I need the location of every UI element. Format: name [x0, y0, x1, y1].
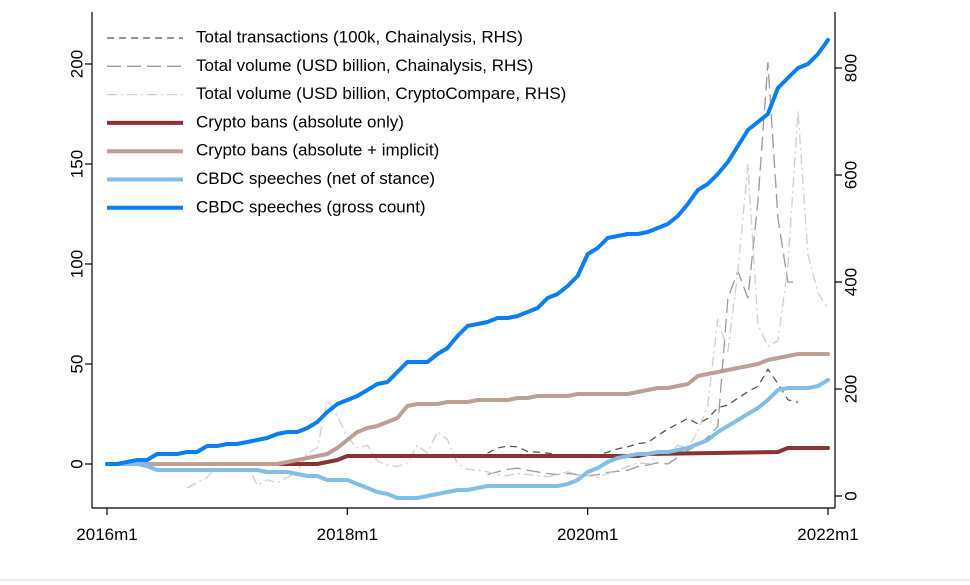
series-line-7 [105, 38, 830, 466]
y-left-tick-label: 100 [67, 250, 86, 278]
series-line-1 [487, 368, 799, 459]
y-right-tick-label: 800 [841, 54, 860, 82]
series-line-2 [487, 61, 798, 477]
y-left-tick-label: 200 [67, 50, 86, 78]
x-tick-label: 2022m1 [797, 525, 858, 544]
x-tick-label: 2016m1 [76, 525, 137, 544]
y-left-tick-label: 150 [67, 150, 86, 178]
axis-ticks: 0 50 100 150 200 0 200 400 600 800 2016m1 2018m1 202… [67, 50, 860, 544]
y-left-tick-label: 50 [67, 355, 86, 374]
series-line-6 [105, 378, 830, 500]
plot-frame [0, 12, 970, 581]
legend-label-4: Crypto bans (absolute only) [196, 112, 404, 131]
x-tick-label: 2020m1 [557, 525, 618, 544]
y-right-tick-label: 0 [841, 491, 860, 500]
legend-label-7: CBDC speeches (gross count) [196, 197, 426, 216]
y-left-tick-label: 0 [67, 459, 86, 468]
legend-label-6: CBDC speeches (net of stance) [196, 169, 435, 188]
y-right-tick-label: 600 [841, 161, 860, 189]
y-right-tick-label: 200 [841, 375, 860, 403]
series-line-3 [186, 110, 829, 489]
y-right-tick-label: 400 [841, 268, 860, 296]
legend: Total transactions (100k, Chainalysis, R… [107, 27, 566, 216]
series-line-5 [105, 352, 830, 466]
series-layer [105, 38, 830, 500]
legend-label-1: Total transactions (100k, Chainalysis, R… [196, 27, 523, 46]
series-line-4 [105, 446, 830, 466]
legend-label-3: Total volume (USD billion, CryptoCompare… [196, 84, 566, 103]
legend-label-2: Total volume (USD billion, Chainalysis, … [196, 56, 533, 75]
x-tick-label: 2018m1 [317, 525, 378, 544]
legend-label-5: Crypto bans (absolute + implicit) [196, 141, 439, 160]
